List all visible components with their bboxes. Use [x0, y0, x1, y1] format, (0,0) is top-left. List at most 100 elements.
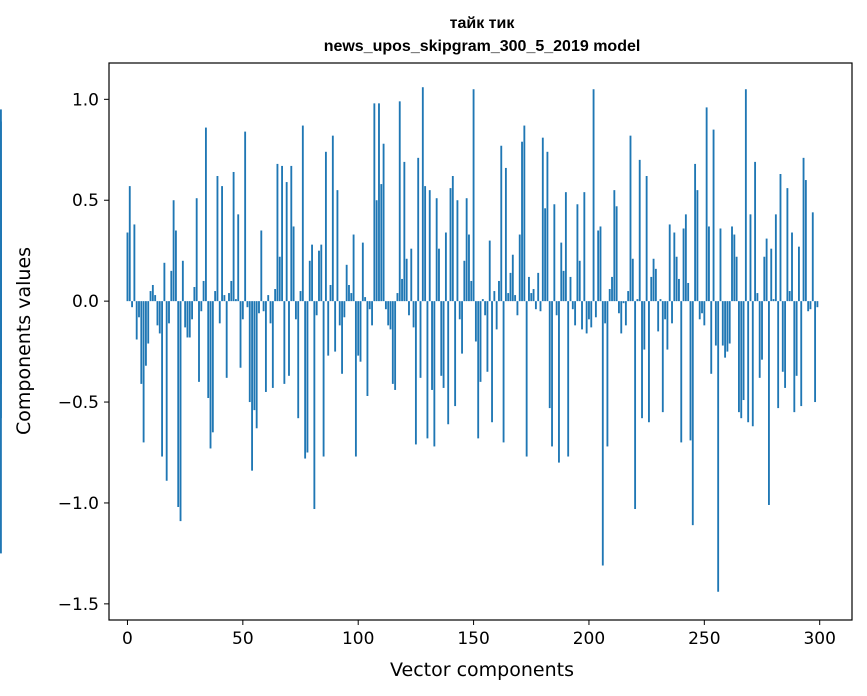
bar-135 — [438, 248, 440, 302]
bar-114 — [389, 301, 392, 330]
bar-290 — [795, 301, 798, 376]
bar-163 — [502, 301, 505, 443]
bar-82 — [315, 301, 318, 316]
bar-161 — [498, 280, 500, 302]
bar-246 — [694, 163, 697, 302]
y-tick-label: −1.5 — [58, 595, 99, 615]
y-axis-label: Components values — [13, 247, 35, 435]
bar-33 — [202, 280, 205, 302]
bar-149 — [470, 280, 473, 302]
bar-124 — [412, 301, 415, 328]
bar-159 — [493, 291, 496, 302]
bar-19 — [170, 270, 173, 302]
bar-218 — [629, 135, 632, 302]
x-tick-label: 150 — [457, 629, 489, 649]
bar-182 — [546, 151, 549, 302]
bar-190 — [564, 192, 567, 302]
bar-32 — [200, 301, 203, 312]
bar-64 — [274, 289, 277, 302]
bar-90 — [334, 301, 337, 352]
bar-158 — [491, 301, 493, 423]
bar-8 — [145, 301, 147, 366]
bar-198 — [583, 192, 586, 302]
bar-236 — [671, 301, 673, 324]
bar-298 — [814, 301, 817, 403]
bar-86 — [324, 151, 327, 302]
bar-241 — [682, 228, 685, 302]
bar-259 — [724, 301, 727, 358]
bar-279 — [770, 248, 773, 302]
bar-117 — [396, 293, 399, 302]
bar-108 — [375, 200, 378, 302]
bar-166 — [509, 272, 512, 302]
bar-113 — [387, 301, 390, 326]
bar-250 — [703, 301, 706, 326]
bar-180 — [541, 137, 544, 302]
bar-297 — [811, 212, 814, 302]
bar-7 — [142, 301, 145, 443]
bar-89 — [331, 135, 334, 302]
bar-127 — [419, 301, 422, 378]
bar-176 — [532, 289, 535, 302]
bar-257 — [719, 228, 722, 302]
bar-9 — [147, 301, 150, 344]
bar-87 — [327, 301, 330, 356]
bar-299 — [816, 301, 819, 308]
bar-237 — [673, 232, 676, 302]
y-tick-label: −1.0 — [58, 494, 99, 514]
bar-248 — [698, 301, 701, 320]
bar-58 — [260, 230, 263, 302]
bar-141 — [451, 176, 454, 302]
bar-85 — [322, 301, 325, 457]
bar-53 — [248, 301, 251, 403]
bar-15 — [161, 301, 163, 457]
bar-109 — [378, 103, 380, 302]
bar-181 — [544, 208, 547, 302]
bar-178 — [537, 272, 540, 302]
y-axis-ticks: −1.5 −1.0 −0.5 0.0 0.5 1.0 — [58, 90, 109, 615]
bar-37 — [211, 301, 214, 433]
bar-232 — [661, 301, 664, 413]
bar-45 — [230, 280, 233, 302]
bar-172 — [523, 125, 526, 302]
bar-20 — [172, 200, 175, 302]
bar-6 — [140, 301, 143, 384]
bar-92 — [338, 301, 341, 326]
bar-12 — [154, 295, 157, 302]
bar-293 — [802, 157, 805, 302]
bar-39 — [216, 176, 219, 302]
bar-17 — [165, 301, 168, 481]
bar-undefined — [0, 180, 2, 302]
bar-40 — [218, 301, 221, 324]
bar-154 — [481, 299, 484, 302]
bar-223 — [641, 301, 643, 419]
bar-59 — [262, 301, 265, 312]
bar-121 — [405, 258, 408, 302]
bar-10 — [149, 291, 152, 302]
bar-211 — [613, 190, 616, 302]
bar-73 — [294, 301, 297, 320]
bar-80 — [311, 244, 313, 302]
bar-57 — [258, 301, 260, 314]
bar-175 — [530, 293, 533, 302]
bar-226 — [648, 301, 650, 423]
bar-120 — [403, 161, 406, 302]
bar-188 — [560, 242, 563, 302]
bar-242 — [684, 214, 687, 302]
bar-282 — [777, 301, 780, 409]
bar-216 — [624, 301, 627, 326]
bar-202 — [592, 89, 595, 302]
bar-123 — [410, 248, 413, 302]
bar-83 — [318, 250, 320, 302]
bar-289 — [793, 301, 796, 413]
bar-21 — [174, 230, 177, 302]
bar-274 — [758, 301, 761, 378]
bar-231 — [659, 299, 662, 302]
bar-189 — [562, 270, 565, 302]
bar-75 — [299, 291, 302, 302]
bar-192 — [569, 276, 572, 302]
bar-276 — [763, 256, 766, 302]
bar-4 — [135, 301, 138, 340]
bar-244 — [689, 301, 692, 441]
bar-5 — [138, 301, 140, 318]
